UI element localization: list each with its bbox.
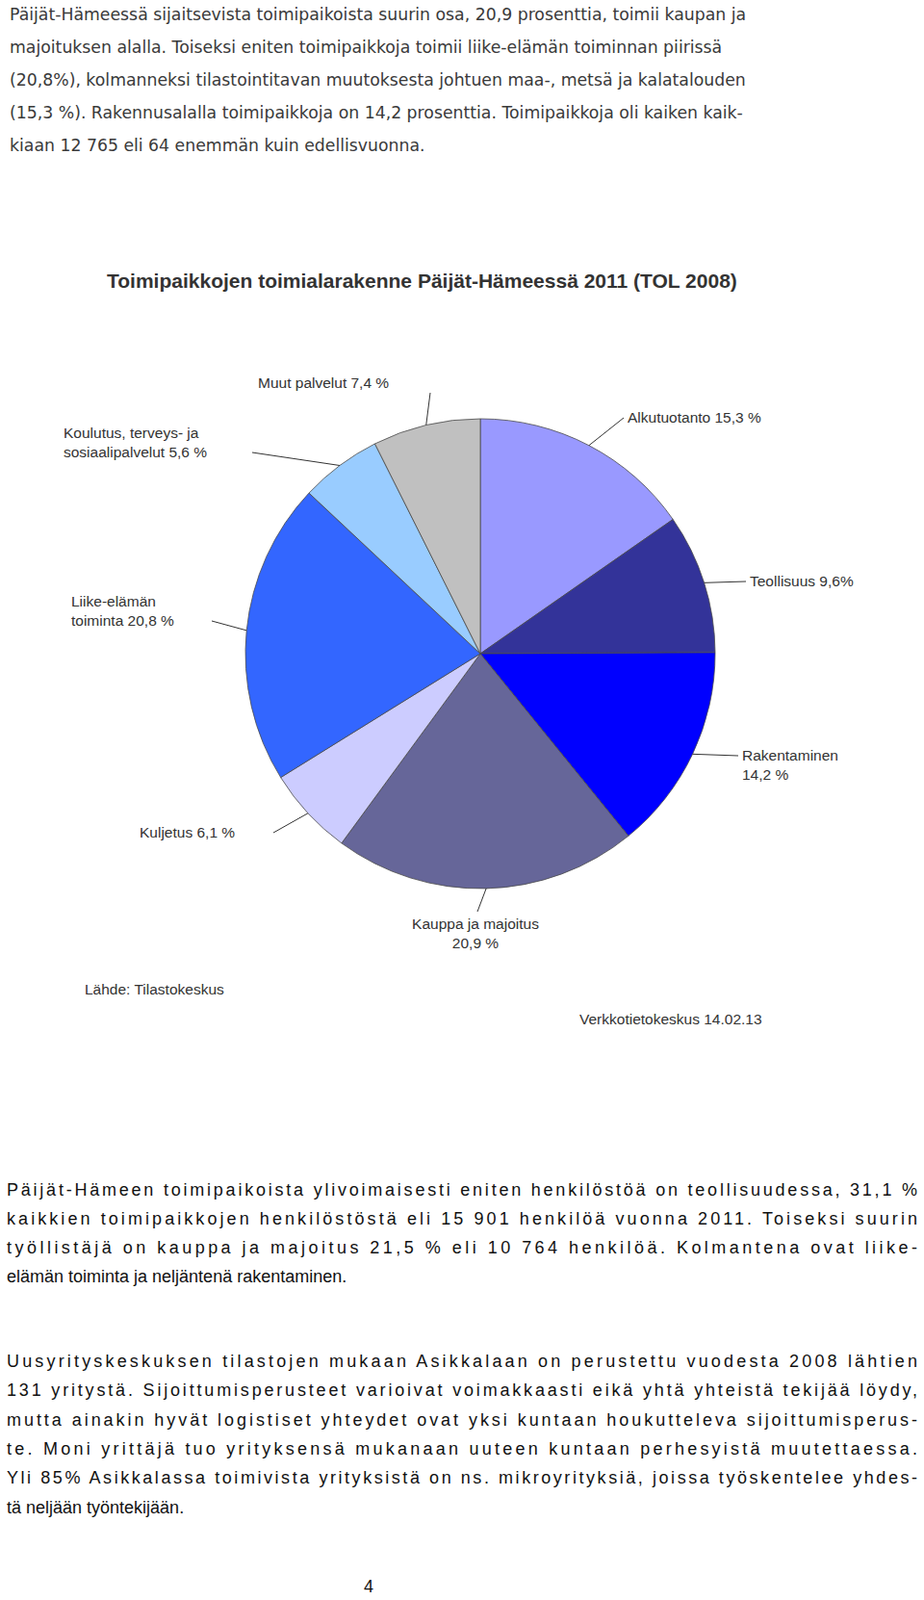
paragraph: Uusyrityskeskuksen tilastojen mukaan Asi… — [6, 1351, 918, 1517]
body-line: työllistäjä on kauppa ja majoitus 21,5 %… — [6, 1237, 918, 1258]
chart-annotation: Verkkotietokeskus 14.02.13 — [579, 1010, 763, 1027]
intro-line: (20,8%), kolmanneksi tilastointitavan mu… — [9, 70, 746, 90]
leader-line — [589, 417, 624, 446]
paragraph: Päijät-Hämeen toimipaikoista ylivoimaise… — [6, 1180, 918, 1286]
intro-paragraph: Päijät-Hämeessä sijaitsevista toimipaiko… — [9, 4, 746, 155]
intro-line: majoituksen alalla. Toiseksi eniten toim… — [9, 37, 722, 57]
slice-category: Alkutuotanto — [627, 409, 711, 426]
leader-lines — [211, 392, 746, 912]
slice-value-label: 20,8 % — [128, 612, 175, 629]
page: Päijät-Hämeessä sijaitsevista toimipaiko… — [0, 0, 924, 1600]
leader-line — [211, 620, 247, 631]
slice-category: Muut palvelut — [257, 374, 348, 391]
label-line: toiminta — [71, 612, 125, 629]
slice-value-label: 15,3 % — [714, 409, 761, 426]
body-line: 131 yritystä. Sijoittumisperusteet vario… — [6, 1380, 918, 1400]
intro-line: kiaan 12 765 eli 64 enemmän kuin edellis… — [9, 135, 426, 155]
page-number: 4 — [363, 1576, 374, 1596]
slice-value-label: 7,4 % — [351, 374, 390, 391]
body-line: Yli 85% Asikkalassa toimivista yrityksis… — [6, 1467, 918, 1488]
intro-line: (15,3 %). Rakennusalalla toimipaikkoja o… — [9, 102, 744, 123]
slice-category: Kuljetus — [139, 823, 193, 841]
slice-value-label: 14,2 % — [742, 766, 789, 783]
intro-line: Päijät-Hämeessä sijaitsevista toimipaiko… — [9, 4, 746, 25]
body-line: Päijät-Hämeen toimipaikoista ylivoimaise… — [6, 1180, 918, 1200]
slice-category: Teollisuus — [749, 572, 816, 590]
body-line: tä neljään työntekijään. — [6, 1497, 184, 1517]
body-line: mutta ainakin hyvät logistiset yhteydet … — [6, 1410, 918, 1430]
label-line: sosiaalipalvelut — [63, 443, 166, 461]
chart-annotation: Lähde: Tilastokeskus — [84, 980, 225, 998]
slice-category: Kauppa ja majoitus — [411, 915, 539, 932]
label-line: Kauppa ja majoitus — [411, 915, 539, 932]
label-line: Muut palvelut — [257, 374, 348, 391]
leader-line — [273, 813, 308, 833]
slices — [245, 418, 716, 889]
body-line: Uusyrityskeskuksen tilastojen mukaan Asi… — [6, 1351, 918, 1371]
leader-line — [426, 392, 431, 426]
slice-labels: Alkutuotanto15,3 % Teollisuus9,6% Rakentam… — [63, 374, 854, 951]
body-line: te. Moni yrittäjä tuo yrityksensä mukana… — [6, 1438, 918, 1459]
label-line: Koulutus, terveys- ja — [63, 424, 200, 441]
label-line: Rakentaminen — [742, 746, 839, 764]
slice-value-label: 6,1 % — [196, 823, 235, 841]
label-line: Liike-elämän — [71, 592, 156, 610]
leader-line — [704, 581, 746, 583]
label-line: Kuljetus — [139, 823, 193, 841]
slice-value-label: 9,6% — [819, 572, 854, 590]
slice-value-label: 5,6 % — [168, 443, 207, 461]
slice-value-label: 20,9 % — [452, 934, 499, 951]
label-line: Alkutuotanto — [627, 409, 711, 426]
leader-line — [477, 888, 487, 912]
slice-category: Rakentaminen — [742, 746, 839, 764]
label-line: Teollisuus — [749, 572, 816, 590]
body-line: kaikkien toimipaikkojen henkilöstöstä el… — [6, 1208, 918, 1229]
chart-title: Toimipaikkojen toimialarakenne Päijät-Hä… — [106, 269, 738, 292]
pie-slice — [480, 519, 716, 654]
pie-slice — [374, 418, 481, 654]
pie-chart: Toimipaikkojen toimialarakenne Päijät-Hä… — [63, 269, 854, 1027]
body-text: Päijät-Hämeen toimipaikoista ylivoimaise… — [6, 1180, 918, 1517]
leader-line — [693, 753, 739, 756]
leader-line — [252, 452, 340, 466]
body-line: elämän toiminta ja neljäntenä rakentamin… — [6, 1266, 347, 1286]
